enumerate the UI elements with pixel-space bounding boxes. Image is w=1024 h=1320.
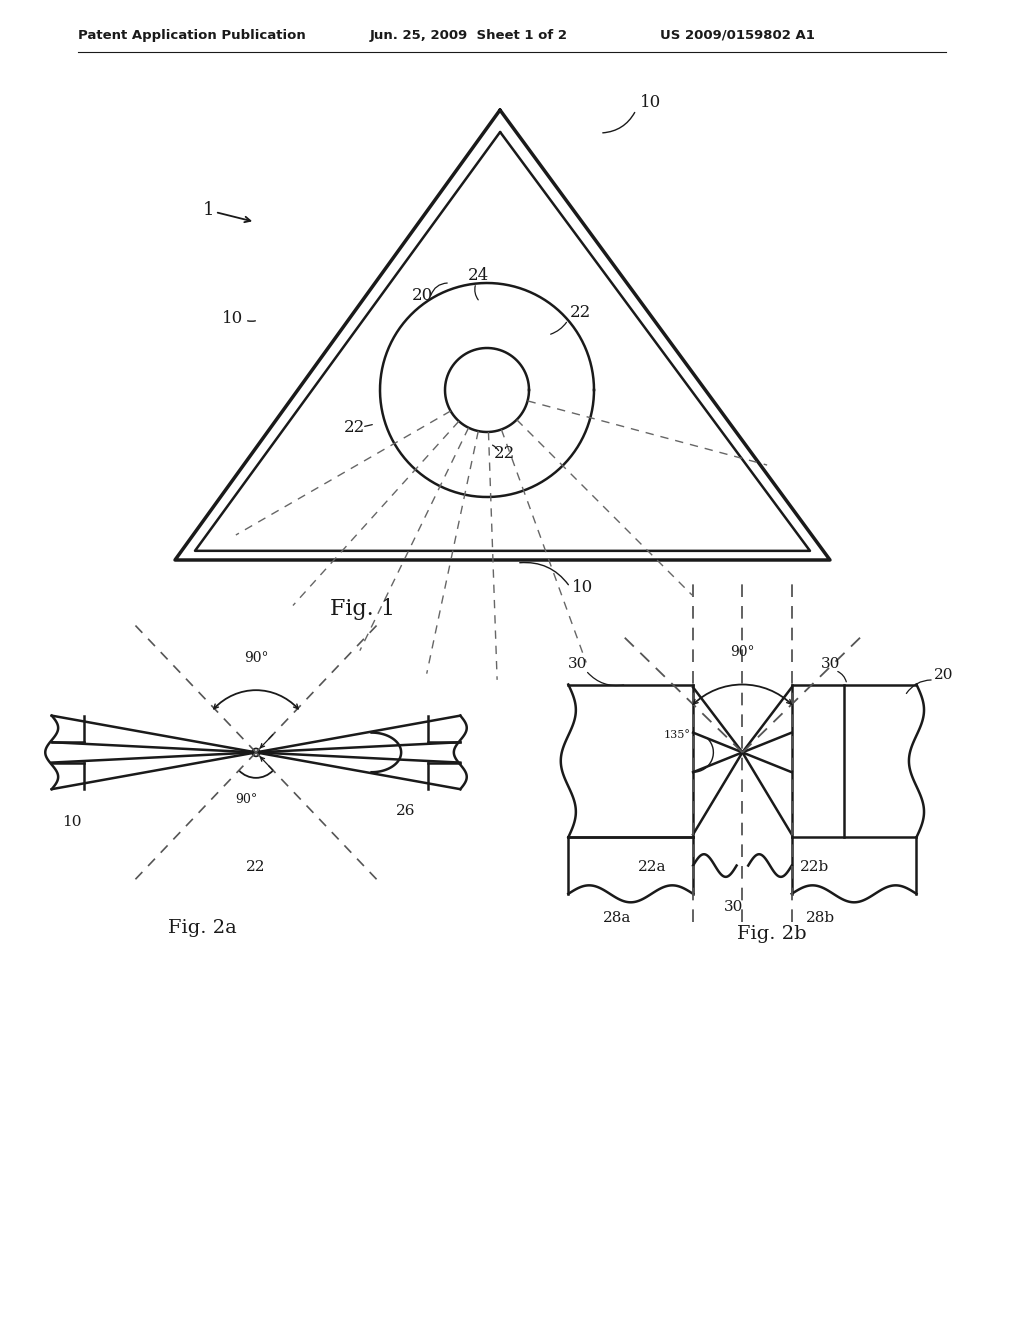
Text: 90°: 90° [730, 645, 755, 659]
Text: US 2009/0159802 A1: US 2009/0159802 A1 [660, 29, 815, 41]
Text: 10: 10 [640, 94, 662, 111]
Text: Patent Application Publication: Patent Application Publication [78, 29, 306, 41]
Text: 22: 22 [246, 861, 266, 874]
Text: 28a: 28a [603, 911, 632, 925]
Text: 22: 22 [344, 418, 366, 436]
Text: Fig. 2a: Fig. 2a [168, 920, 237, 937]
Text: 22: 22 [570, 304, 591, 321]
Text: Fig. 1: Fig. 1 [330, 598, 395, 620]
Text: 22: 22 [494, 445, 515, 462]
Text: 30: 30 [821, 656, 840, 671]
Text: 24: 24 [468, 267, 489, 284]
Text: 90°: 90° [236, 793, 257, 807]
Text: 20: 20 [412, 286, 433, 304]
Text: 22a: 22a [638, 861, 667, 874]
Text: 26: 26 [395, 804, 416, 817]
Text: 22b: 22b [801, 861, 829, 874]
Text: 30: 30 [724, 900, 743, 913]
Text: 28b: 28b [806, 911, 836, 925]
Text: 10: 10 [62, 814, 82, 829]
Text: 10: 10 [222, 310, 244, 327]
Text: 90°: 90° [244, 651, 268, 665]
Text: Fig. 2b: Fig. 2b [736, 925, 806, 942]
Text: 10: 10 [572, 579, 593, 597]
Text: 30: 30 [568, 656, 588, 671]
Text: Jun. 25, 2009  Sheet 1 of 2: Jun. 25, 2009 Sheet 1 of 2 [370, 29, 568, 41]
Text: 1: 1 [203, 201, 214, 219]
Text: 20: 20 [934, 668, 953, 682]
Text: 135°: 135° [664, 730, 690, 741]
